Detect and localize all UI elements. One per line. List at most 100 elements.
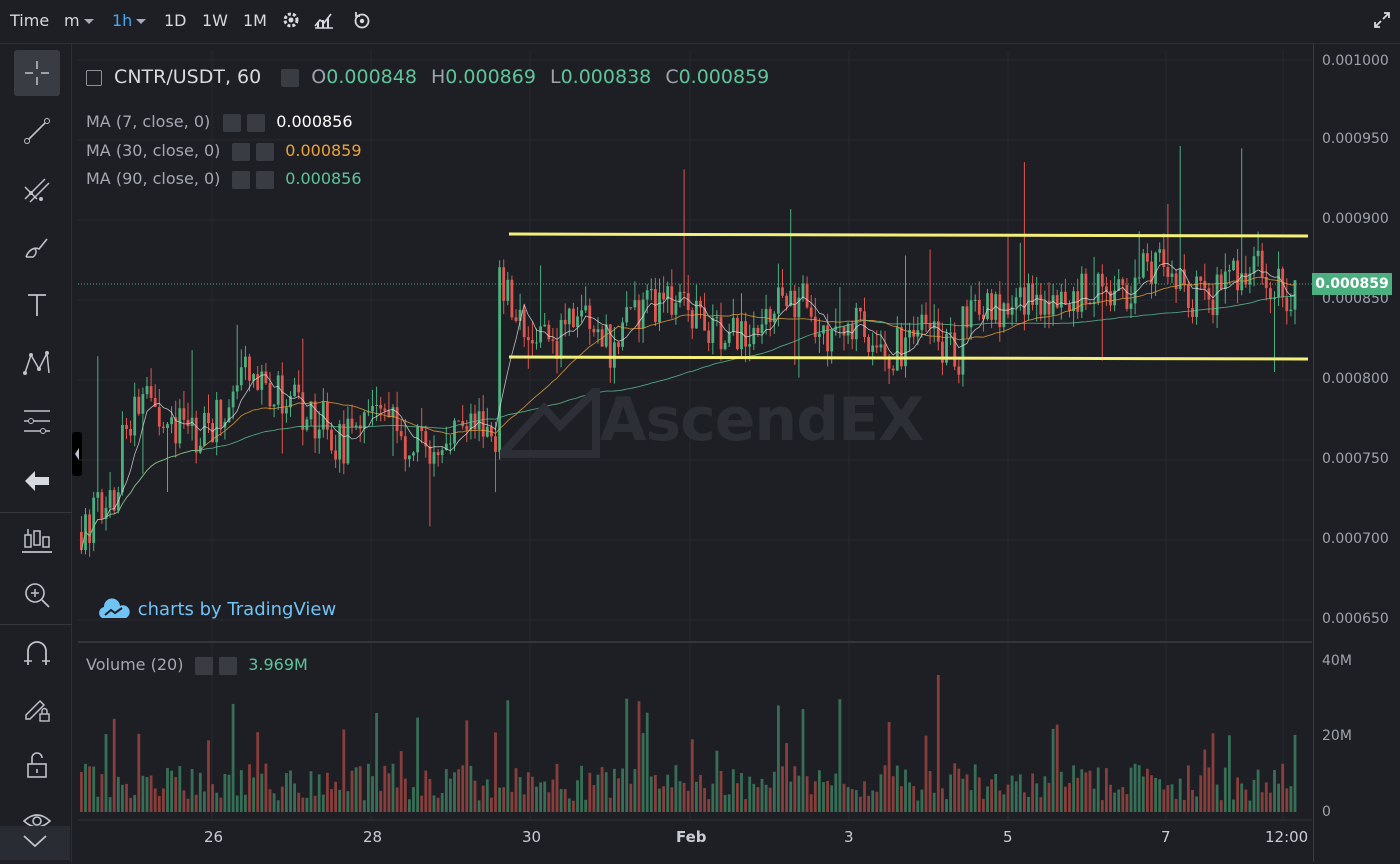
candle-body <box>764 309 768 325</box>
volume-bar <box>239 770 243 812</box>
volume-bar <box>104 734 108 812</box>
volume-bar <box>416 717 419 812</box>
collapse-legend-icon[interactable] <box>86 69 102 86</box>
interval-minutes-dropdown[interactable]: m <box>64 11 94 31</box>
candle-body <box>457 420 460 422</box>
volume-bar <box>1203 749 1207 812</box>
gear-icon[interactable] <box>281 68 300 87</box>
candle-body <box>153 397 157 407</box>
candle-body <box>252 374 255 381</box>
text-tool-icon[interactable] <box>14 282 60 328</box>
trend-line-icon[interactable] <box>14 108 60 154</box>
fib-retracement-icon[interactable] <box>14 398 60 444</box>
pattern-icon[interactable] <box>14 340 60 386</box>
volume-bar <box>1211 733 1215 812</box>
volume-bar <box>518 777 522 812</box>
close-icon[interactable] <box>256 170 275 189</box>
candle-body <box>260 371 264 390</box>
volume-bar <box>551 779 555 812</box>
time-tick: 7 <box>1161 828 1171 846</box>
candle-body <box>613 342 616 368</box>
volume-tick: 0 <box>1322 804 1331 820</box>
volume-bar <box>580 765 583 812</box>
close-icon[interactable] <box>247 113 266 132</box>
candle-body <box>264 371 268 384</box>
volume-bar <box>1092 788 1096 812</box>
volume-bar <box>145 777 149 812</box>
volume-bar <box>707 799 711 812</box>
candle-body <box>871 345 875 352</box>
candle-body <box>576 316 579 328</box>
volume-bar <box>982 798 985 812</box>
volume-bar <box>793 766 797 812</box>
candle-body <box>334 450 337 460</box>
volume-bar <box>276 800 280 812</box>
brush-icon[interactable] <box>14 224 60 270</box>
magnet-icon[interactable] <box>14 630 60 676</box>
gear-icon[interactable] <box>232 170 251 189</box>
tradingview-credit-link[interactable]: charts by TradingView <box>96 598 336 622</box>
close-icon[interactable] <box>219 656 238 675</box>
channel-upper-line <box>508 232 1309 238</box>
interval-1m-button[interactable]: 1M <box>243 11 267 30</box>
unlock-icon[interactable] <box>14 742 60 788</box>
fullscreen-icon[interactable] <box>1372 10 1394 32</box>
lock-drawing-icon[interactable] <box>14 686 60 732</box>
volume-bar <box>338 789 342 812</box>
close-icon[interactable] <box>256 142 275 161</box>
volume-bar <box>641 733 645 812</box>
volume-bar <box>1215 784 1219 812</box>
volume-bar <box>244 794 247 812</box>
cloud-icon <box>99 598 130 618</box>
crosshair-icon[interactable] <box>14 50 60 96</box>
volume-bar <box>887 722 891 812</box>
candle-body <box>805 283 809 308</box>
candle-body <box>531 340 534 344</box>
arrow-left-icon[interactable] <box>14 458 60 504</box>
candle-body <box>375 404 378 406</box>
candle-body <box>231 391 235 408</box>
interval-1d-button[interactable]: 1D <box>164 11 187 30</box>
volume-bar <box>842 783 846 812</box>
candle-body <box>198 445 202 453</box>
scroll-down-button[interactable] <box>0 826 70 860</box>
volume-bar <box>268 789 272 812</box>
volume-bar <box>231 703 235 812</box>
candle-body <box>1182 269 1186 285</box>
gear-icon[interactable] <box>223 113 242 132</box>
gear-icon[interactable] <box>232 142 251 161</box>
volume-bar <box>859 796 862 812</box>
volume-bar <box>826 780 829 812</box>
interval-1w-button[interactable]: 1W <box>202 11 228 30</box>
candle-body <box>289 396 292 408</box>
gear-icon[interactable] <box>281 10 303 32</box>
candle-body <box>707 330 711 343</box>
gear-icon[interactable] <box>195 656 214 675</box>
candle-body <box>1228 270 1231 272</box>
replay-icon[interactable] <box>352 10 374 32</box>
volume-bar <box>1141 776 1145 812</box>
volume-bar <box>850 789 854 812</box>
volume-bar <box>108 797 112 812</box>
candle-body <box>625 307 629 323</box>
price-axis[interactable]: 0.001000 0.000950 0.000900 0.000850 0.00… <box>1313 44 1400 862</box>
indicators-icon[interactable] <box>313 10 335 32</box>
volume-bar <box>141 775 145 812</box>
volume-bar <box>703 788 706 812</box>
zoom-in-icon[interactable] <box>14 572 60 618</box>
volume-bar <box>149 775 153 812</box>
interval-1h-dropdown[interactable]: 1h <box>112 11 147 31</box>
sidebar-collapse-handle[interactable] <box>72 432 82 476</box>
candle-body <box>428 446 432 464</box>
volume-bar <box>854 790 858 812</box>
eye-icon[interactable] <box>14 798 60 844</box>
candle-body <box>244 356 247 368</box>
long-short-position-icon[interactable] <box>14 518 60 564</box>
candle-body <box>928 323 932 329</box>
candle-body <box>219 399 223 428</box>
candle-body <box>1141 253 1145 278</box>
ma-value: 0.000859 <box>285 141 362 160</box>
pitchfork-icon[interactable] <box>14 166 60 212</box>
candle-body <box>1219 274 1223 290</box>
